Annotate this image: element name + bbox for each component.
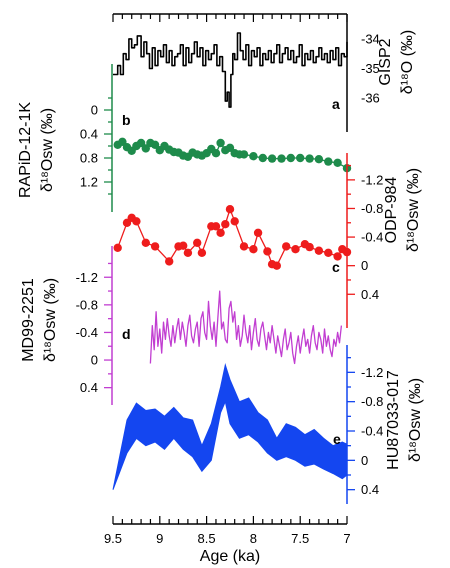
panel-e-band [112,363,348,490]
panel-c-point [253,228,263,237]
panel-b-axis-title: RAPiD-12-1K [17,102,34,198]
panel-d-letter: d [122,326,131,342]
panel-b-point [258,153,267,163]
panel-d-tick-label: 0.4 [80,380,98,395]
x-axis-title: Age (ka) [200,548,260,565]
x-tick-label: 7 [343,531,350,546]
panel-a-axis-unit: δ¹⁸O (‰) [399,30,416,95]
panel-e-tick-label: -0.4 [361,424,383,439]
panel-b-point [324,157,333,166]
panel-c-point [282,242,291,251]
panel-d-axis-title: MD99-2251 [20,278,37,362]
panel-b-point [314,155,324,164]
panel-b-point [239,150,249,159]
panel-d-tick-label: 0 [91,353,98,368]
panel-c-tick-label: -0.4 [361,230,383,245]
panel-b-letter: b [122,112,131,128]
fill-layer [112,363,348,490]
panel-c-letter: c [332,259,340,275]
panel-c-point [239,242,249,251]
panel-c-point [225,205,235,214]
panel-c-point [183,248,193,257]
panel-c-point [221,220,230,229]
panel-b-tick-label: 0.8 [80,151,98,166]
panel-c-line [117,208,348,267]
panel-a-tick-label: -35 [361,61,380,76]
panel-c-point [216,228,225,237]
panel-c-tick-label: -1.2 [361,172,383,187]
x-tick-label: 9 [156,531,163,546]
panel-a-line [113,32,348,108]
panel-c-point [113,243,122,252]
lines-layer [113,32,352,365]
panel-e-letter: e [333,431,341,447]
panel-c-point [197,248,207,257]
panel-d-tick-label: -0.4 [76,325,98,340]
panel-d-tick-label: -1.2 [76,270,98,285]
panel-e-axis-title: HU87033-017 [385,370,402,470]
x-tick-label: 8.5 [198,531,216,546]
panel-c-point [272,261,281,270]
panel-a-tick-label: -36 [361,91,380,106]
panel-c-tick-label: 0 [361,258,368,273]
x-tick-label: 9.5 [104,531,122,546]
panel-b-point [249,152,258,161]
panel-b-point [296,153,305,163]
text-layer: -34 -35 -36 GISP2 δ¹⁸O (‰) a 0 0.4 0.8 1.2 RAPiD-1… [17,30,424,565]
panel-e-tick-label: 0 [361,453,368,468]
panel-a-tick-label: -34 [361,31,380,46]
panel-b-point [216,138,225,148]
panel-c-axis-title: ODP-984 [383,177,400,244]
panel-b-tick-label: 0.4 [80,127,98,142]
panel-c-point [249,245,258,254]
panel-e-axis-unit: δ¹⁸Osw (‰) [407,378,424,462]
panel-c-point [305,242,314,252]
panel-c-point [150,242,160,251]
panel-b-axis-unit: δ¹⁸Osw (‰) [39,108,56,192]
panel-c-tick-label: -0.8 [361,201,383,216]
panel-b-tick-label: 1.2 [80,175,98,190]
panel-c-point [314,246,324,255]
panel-c-point [179,241,188,250]
panel-c-point [132,217,141,226]
panel-c-point [165,257,174,266]
panel-b-point [225,143,235,152]
panel-c-axis-unit: δ¹⁸Osw (‰) [405,168,422,252]
panel-a-axis-title: GISP2 [377,38,394,85]
panel-c-point [291,245,300,254]
panel-c-point [211,222,221,231]
x-tick-label: 8 [250,531,257,546]
panel-b-point [136,138,146,148]
panel-d-tick-label: -0.8 [76,297,98,312]
panel-c-point [141,238,150,247]
panel-e-tick-label: -1.2 [361,365,383,380]
panel-b-point [333,158,342,167]
panel-c-point [333,252,342,261]
panel-c-point [324,248,333,257]
panel-b-tick-label: 0 [91,103,98,118]
panel-e-tick-label: -0.8 [361,394,383,409]
panel-b-point [305,154,314,163]
x-tick-label: 7.5 [291,531,309,546]
panel-b-point [286,153,295,163]
panel-e-tick-label: 0.4 [361,482,379,497]
panel-b-point [211,149,221,158]
axes-layer [104,13,355,525]
panel-c-point [193,238,202,247]
panel-c-point [230,217,239,226]
panel-c-point [263,247,272,256]
panel-c-tick-label: 0.4 [361,287,379,302]
panel-b-point [277,154,286,163]
panel-d-line [149,290,343,365]
panel-b-point [267,154,277,163]
panel-b-point [150,140,160,149]
panel-a-letter: a [332,96,340,112]
panel-d-axis-unit: δ¹⁸Osw (‰) [42,278,59,362]
